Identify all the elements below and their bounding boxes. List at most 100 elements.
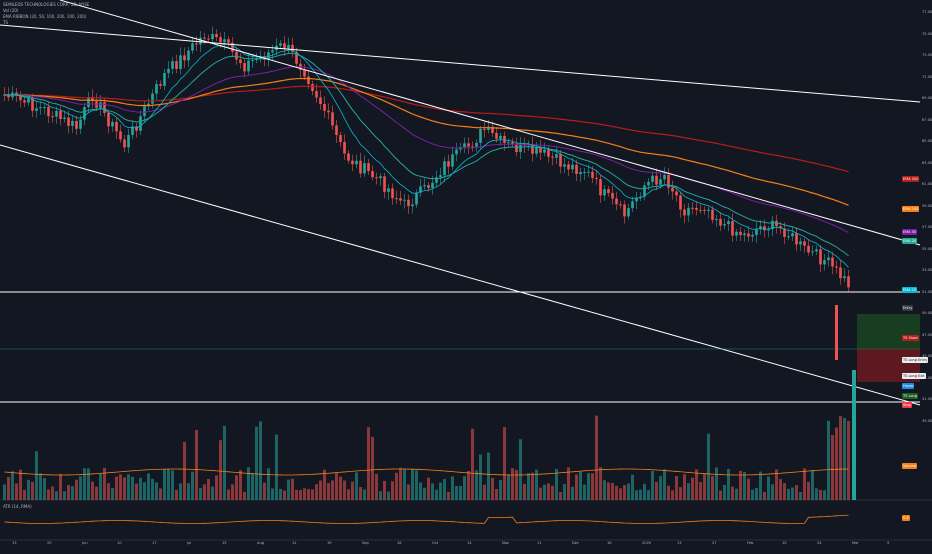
trendline-upper bbox=[0, 24, 921, 103]
symbol-header: SEMILEDS TECHNOLOGIES CORP, 1D, NYSE bbox=[3, 2, 90, 7]
candle-body bbox=[587, 171, 590, 173]
candle-body bbox=[591, 171, 594, 179]
candle-body bbox=[255, 58, 258, 61]
candle-body bbox=[235, 51, 238, 60]
candle-body bbox=[675, 191, 678, 196]
volume-bar bbox=[707, 433, 710, 500]
candle-body bbox=[655, 175, 658, 185]
volume-bar bbox=[759, 471, 762, 500]
volume-bar bbox=[283, 490, 286, 500]
volume-bar bbox=[359, 486, 362, 500]
price-axis-label: 69.00 bbox=[922, 96, 932, 100]
candle-body bbox=[831, 257, 834, 267]
volume-indicator-label[interactable]: Vol (20) bbox=[3, 8, 19, 13]
candle-body bbox=[283, 43, 286, 49]
volume-bar bbox=[443, 479, 446, 500]
volume-bar bbox=[595, 415, 598, 500]
volume-bar bbox=[775, 469, 778, 500]
candle-body bbox=[551, 156, 554, 158]
volume-bar bbox=[31, 481, 34, 500]
candle-body bbox=[791, 233, 794, 237]
volume-bar bbox=[547, 483, 550, 500]
ts-label[interactable]: TS bbox=[3, 20, 8, 25]
volume-bar bbox=[87, 468, 90, 500]
candle-body bbox=[547, 149, 550, 157]
volume-bar bbox=[695, 469, 698, 500]
time-axis-label: Nov bbox=[502, 541, 510, 545]
price-axis-label: 53.00 bbox=[922, 268, 932, 272]
candle-body bbox=[203, 37, 206, 39]
candle-body bbox=[351, 160, 354, 165]
volume-bar bbox=[791, 487, 794, 500]
candle-body bbox=[107, 112, 110, 127]
volume-bar bbox=[743, 471, 746, 500]
candle-body bbox=[399, 198, 402, 201]
volume-bar bbox=[847, 420, 850, 500]
volume-bar bbox=[755, 487, 758, 500]
time-axis-label: 15 bbox=[222, 541, 227, 545]
candle-body bbox=[423, 185, 426, 187]
volume-bar bbox=[247, 467, 250, 500]
volume-bar bbox=[779, 479, 782, 500]
volume-bar bbox=[575, 474, 578, 500]
candle-body bbox=[383, 176, 386, 192]
candle-body bbox=[415, 192, 418, 205]
candle-body bbox=[743, 233, 746, 236]
candle-body bbox=[787, 236, 790, 238]
candle-body bbox=[287, 44, 290, 49]
volume-bar bbox=[711, 476, 714, 500]
candle-body bbox=[811, 251, 814, 253]
time-axis-label: Oct bbox=[432, 541, 439, 545]
volume-bar bbox=[419, 482, 422, 500]
candle-body bbox=[35, 108, 38, 111]
candle-body bbox=[15, 92, 18, 96]
time-axis-label: 24 bbox=[817, 541, 822, 545]
volume-bar bbox=[623, 485, 626, 500]
price-axis-label: 57.00 bbox=[922, 225, 932, 229]
candle-body bbox=[407, 199, 410, 207]
volume-bar bbox=[727, 469, 730, 500]
volume-bar bbox=[263, 482, 266, 500]
volume-bar bbox=[495, 489, 498, 500]
candle-body bbox=[631, 201, 634, 209]
candle-body bbox=[583, 171, 586, 173]
candle-body bbox=[611, 192, 614, 199]
candle-body bbox=[823, 260, 826, 265]
volume-bar bbox=[811, 470, 814, 500]
time-axis-label: Jun bbox=[82, 541, 88, 545]
candle-body bbox=[543, 149, 546, 153]
price-tag: TS Short bbox=[902, 335, 919, 341]
volume-bar bbox=[295, 489, 298, 500]
volume-bar bbox=[71, 486, 74, 500]
volume-bar bbox=[411, 469, 414, 500]
candle-body bbox=[463, 143, 466, 148]
time-axis-label: Feb bbox=[747, 541, 754, 545]
candle-body bbox=[67, 117, 70, 126]
volume-bar bbox=[7, 477, 10, 500]
volume-bar bbox=[615, 485, 618, 500]
atr-label[interactable]: ATR (14, RMA) bbox=[3, 504, 32, 509]
candle-body bbox=[295, 51, 298, 64]
volume-bar bbox=[691, 477, 694, 500]
time-axis-label: 12 bbox=[292, 541, 297, 545]
time-axis-label: Sep bbox=[362, 541, 369, 545]
candle-body bbox=[487, 126, 490, 130]
volume-bar bbox=[279, 488, 282, 500]
volume-bar bbox=[59, 473, 62, 500]
time-axis-label: 2020 bbox=[642, 541, 652, 545]
time-axis-label: 20 bbox=[47, 541, 52, 545]
volume-bar bbox=[635, 490, 638, 500]
candle-body bbox=[319, 97, 322, 104]
candle-body bbox=[711, 209, 714, 220]
ema-ribbon-label[interactable]: EMA RIBBON (20, 50, 100, 200, 200, 200) bbox=[3, 14, 87, 19]
candle-body bbox=[679, 195, 682, 210]
volume-bar bbox=[15, 483, 18, 500]
candle-body bbox=[307, 76, 310, 84]
price-axis-label: 67.00 bbox=[922, 117, 932, 122]
candle-body bbox=[59, 110, 62, 119]
volume-bar bbox=[483, 484, 486, 500]
volume-bar bbox=[815, 488, 818, 500]
volume-bar bbox=[507, 474, 510, 500]
